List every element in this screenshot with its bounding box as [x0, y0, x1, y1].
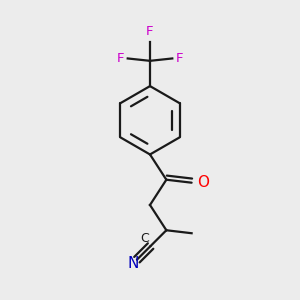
Text: O: O [197, 175, 209, 190]
Text: C: C [140, 232, 149, 244]
Text: F: F [116, 52, 124, 65]
Text: F: F [146, 25, 154, 38]
Text: F: F [176, 52, 184, 65]
Text: N: N [128, 256, 139, 271]
